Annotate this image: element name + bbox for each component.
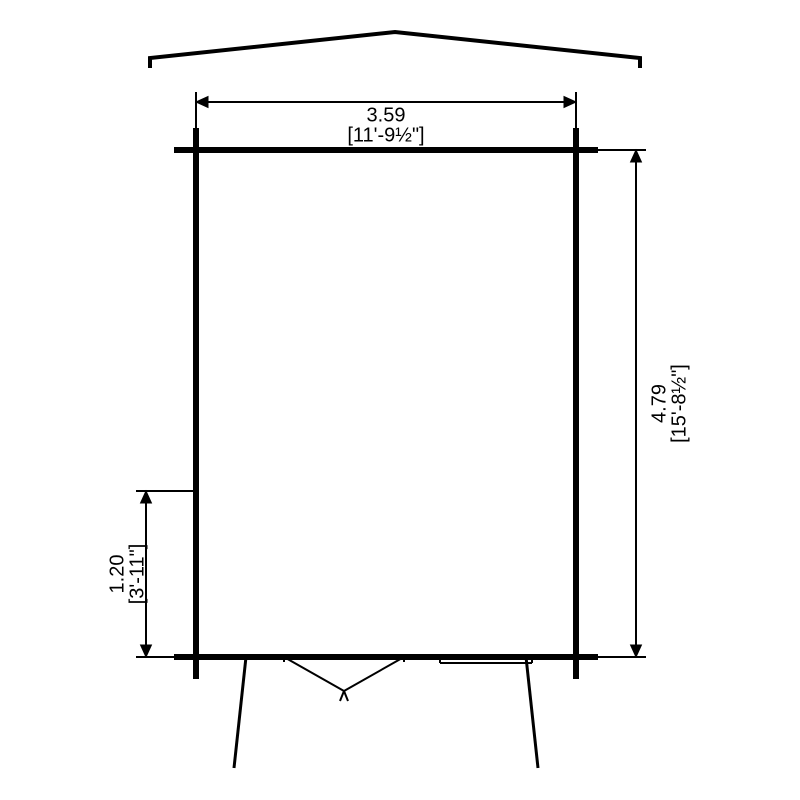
door-swing	[284, 657, 404, 701]
cabin-walls	[174, 128, 598, 679]
porch-posts	[234, 657, 538, 768]
width-metric: 3.59	[367, 104, 406, 126]
depth-imperial: [15'-8½"]	[668, 364, 690, 443]
depth-metric: 4.79	[648, 384, 670, 423]
roof-profile	[150, 32, 640, 68]
width-imperial: [11'-9½"]	[347, 124, 424, 146]
porch-metric: 1.20	[106, 555, 128, 594]
porch-imperial: [3'-11"]	[126, 544, 148, 605]
dimension-width: 3.59[11'-9½"]	[196, 92, 576, 150]
floor-plan-diagram: 3.59[11'-9½"]4.79[15'-8½"]1.20[3'-11"]	[0, 0, 800, 800]
dimension-depth: 4.79[15'-8½"]	[576, 150, 690, 657]
dimension-porch: 1.20[3'-11"]	[106, 491, 196, 657]
